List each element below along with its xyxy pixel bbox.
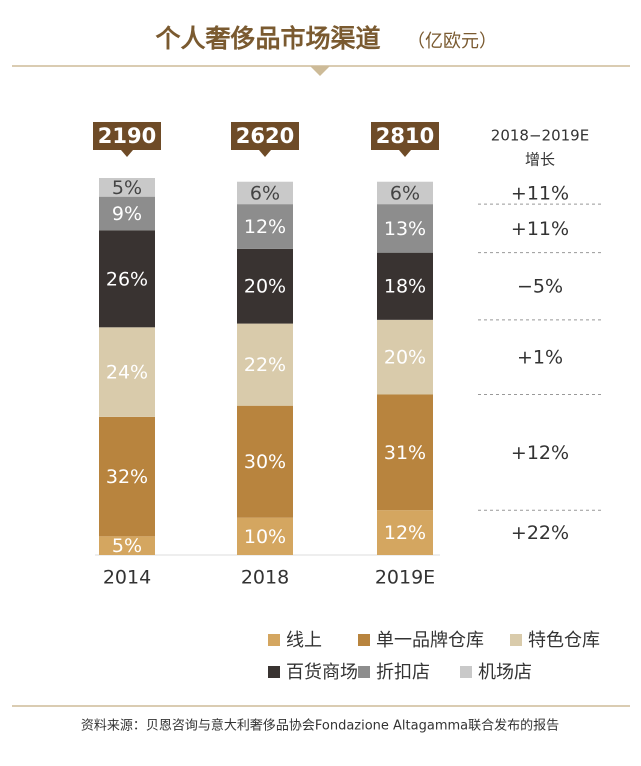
bar-segment [99, 196, 155, 231]
growth-title: 2018−2019E [491, 127, 589, 145]
title-pointer [310, 66, 330, 76]
value-label: 12% [244, 216, 286, 238]
legend-label: 特色仓库 [528, 630, 600, 651]
total-box [231, 122, 299, 150]
bar-segment [237, 248, 293, 324]
total-pointer [121, 150, 133, 157]
legend-label: 折扣店 [376, 662, 430, 683]
total-pointer [399, 150, 411, 157]
chart-title: 个人奢侈品市场渠道 [155, 24, 380, 53]
bar-segment [237, 181, 293, 205]
chart-subtitle: （亿欧元） [407, 31, 497, 52]
value-label: 24% [106, 362, 148, 384]
legend-label: 线上 [286, 630, 322, 651]
value-label: 5% [112, 177, 142, 199]
value-label: 13% [384, 218, 426, 240]
bar-segment [237, 405, 293, 518]
bar-segment [237, 204, 293, 249]
bar-segment [377, 181, 433, 205]
legend-label: 机场店 [478, 662, 532, 683]
growth-label: +1% [517, 347, 563, 369]
value-label: 26% [106, 268, 148, 290]
bar-segment [377, 252, 433, 320]
value-label: 22% [244, 354, 286, 376]
legend-label: 百货商场 [286, 662, 358, 683]
source: 资料来源：贝恩咨询与意大利奢侈品协会Fondazione Altagamma联合… [81, 718, 559, 734]
legend-swatch [510, 634, 522, 646]
value-label: 32% [106, 466, 148, 488]
total-label: 2190 [98, 124, 156, 148]
total-label: 2810 [376, 124, 434, 148]
growth-label: +12% [511, 442, 569, 464]
total-pointer [259, 150, 271, 157]
bar-segment [377, 319, 433, 395]
x-tick-label: 2018 [241, 567, 289, 589]
value-label: 10% [244, 526, 286, 548]
bar-segment [99, 178, 155, 197]
value-label: 6% [390, 182, 420, 204]
bar-segment [237, 517, 293, 555]
growth-label: +11% [511, 218, 569, 240]
total-box [93, 122, 161, 150]
bar-segment [99, 230, 155, 328]
legend-label: 单一品牌仓库 [376, 630, 484, 651]
bar-segment [99, 327, 155, 417]
bar-segment [237, 323, 293, 406]
value-label: 31% [384, 442, 426, 464]
value-label: 30% [244, 451, 286, 473]
x-tick-label: 2014 [103, 567, 151, 589]
value-label: 20% [244, 276, 286, 298]
legend-swatch [358, 666, 370, 678]
growth-label: +22% [511, 522, 569, 544]
legend-swatch [268, 634, 280, 646]
total-label: 2620 [236, 124, 294, 148]
value-label: 12% [384, 522, 426, 544]
legend-swatch [460, 666, 472, 678]
growth-label: −5% [517, 276, 563, 298]
value-label: 20% [384, 347, 426, 369]
bar-segment [99, 536, 155, 555]
bar-segment [99, 416, 155, 537]
bar-segment [377, 394, 433, 511]
legend-swatch [358, 634, 370, 646]
growth-title: 增长 [525, 151, 555, 169]
growth-label: +11% [511, 182, 569, 204]
value-label: 5% [112, 535, 142, 557]
legend-swatch [268, 666, 280, 678]
total-box [371, 122, 439, 150]
x-tick-label: 2019E [375, 567, 435, 589]
value-label: 18% [384, 276, 426, 298]
value-label: 9% [112, 203, 142, 225]
bar-segment [377, 204, 433, 253]
value-label: 6% [250, 182, 280, 204]
bar-segment [377, 510, 433, 555]
